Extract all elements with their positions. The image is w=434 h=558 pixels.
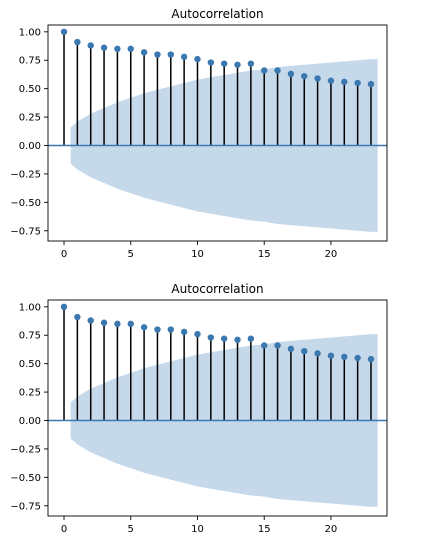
acf-point-lag-10 bbox=[194, 330, 201, 338]
acf-point-lag-8 bbox=[167, 51, 174, 58]
acf-point-lag-5 bbox=[127, 45, 134, 53]
acf-point-lag-13 bbox=[234, 336, 241, 343]
acf-point-lag-9 bbox=[180, 328, 188, 336]
acf-point-lag-11 bbox=[207, 334, 215, 341]
y-tick-label: 1.00 bbox=[19, 27, 41, 38]
acf-point-lag-14 bbox=[247, 60, 255, 67]
acf-point-lag-20 bbox=[327, 352, 335, 359]
acf-point-lag-1 bbox=[74, 38, 81, 46]
acf-point-lag-8 bbox=[167, 326, 174, 333]
y-tick-label: −0.50 bbox=[10, 473, 41, 484]
acf-point-lag-2 bbox=[87, 42, 94, 49]
acf-point-lag-4 bbox=[114, 45, 121, 53]
chart-title: Autocorrelation bbox=[171, 282, 263, 296]
x-tick-label: 20 bbox=[325, 524, 338, 535]
acf-point-lag-19 bbox=[314, 75, 321, 82]
acf-point-lag-12 bbox=[220, 60, 228, 67]
acf-point-lag-15 bbox=[261, 67, 268, 74]
y-tick-label: 0.25 bbox=[19, 113, 41, 124]
acf-point-lag-21 bbox=[341, 78, 348, 86]
acf-point-lag-13 bbox=[234, 61, 241, 68]
acf-point-lag-0 bbox=[60, 28, 68, 36]
y-tick-label: −0.25 bbox=[10, 169, 41, 180]
acf-point-lag-23 bbox=[367, 355, 375, 363]
axes-frame bbox=[47, 24, 388, 242]
acf-point-lag-4 bbox=[114, 320, 121, 328]
acf-point-lag-23 bbox=[367, 80, 375, 88]
acf-point-lag-17 bbox=[287, 70, 295, 78]
acf-point-lag-18 bbox=[301, 347, 308, 355]
acf-point-lag-17 bbox=[287, 345, 295, 353]
acf-point-lag-2 bbox=[87, 317, 94, 324]
acf-point-lag-22 bbox=[354, 354, 361, 362]
x-tick-label: 0 bbox=[61, 524, 67, 535]
y-tick-label: 0.75 bbox=[19, 56, 41, 67]
x-tick-label: 10 bbox=[191, 249, 204, 260]
acf-point-lag-9 bbox=[180, 53, 188, 61]
acf-point-lag-16 bbox=[274, 67, 281, 74]
acf-point-lag-6 bbox=[140, 324, 148, 331]
acf-point-lag-20 bbox=[327, 77, 335, 84]
acf-point-lag-5 bbox=[127, 320, 134, 328]
y-tick-label: −0.25 bbox=[10, 444, 41, 455]
acf-point-lag-14 bbox=[247, 335, 255, 342]
y-tick-label: 0.50 bbox=[19, 84, 41, 95]
y-tick-label: 1.00 bbox=[19, 302, 41, 313]
y-tick-label: 0.50 bbox=[19, 359, 41, 370]
y-tick-label: 0.25 bbox=[19, 388, 41, 399]
acf-point-lag-22 bbox=[354, 79, 361, 87]
acf-chart-1: 1.00 0.75 0.50 0.25 0.00 −0.25 −0.50 −0.75 0 5 10 1… bbox=[10, 7, 388, 260]
x-tick-label: 20 bbox=[325, 249, 338, 260]
x-tick-label: 0 bbox=[61, 249, 67, 260]
acf-point-lag-12 bbox=[220, 335, 228, 342]
axes-frame bbox=[47, 299, 388, 517]
y-tick-label: 0.00 bbox=[19, 416, 41, 427]
chart-title: Autocorrelation bbox=[171, 7, 263, 21]
acf-point-lag-21 bbox=[341, 353, 348, 361]
acf-point-lag-3 bbox=[100, 319, 108, 326]
y-tick-label: 0.00 bbox=[19, 141, 41, 152]
acf-point-lag-1 bbox=[74, 313, 81, 321]
x-tick-label: 10 bbox=[191, 524, 204, 535]
acf-point-lag-19 bbox=[314, 350, 321, 357]
x-tick-label: 15 bbox=[258, 249, 271, 260]
x-tick-label: 5 bbox=[128, 249, 134, 260]
y-tick-label: −0.75 bbox=[10, 226, 41, 237]
acf-point-lag-15 bbox=[261, 342, 268, 349]
acf-point-lag-7 bbox=[154, 51, 161, 58]
acf-point-lag-11 bbox=[207, 59, 215, 66]
y-tick-label: 0.75 bbox=[19, 331, 41, 342]
acf-point-lag-16 bbox=[274, 342, 281, 349]
acf-point-lag-18 bbox=[301, 72, 308, 80]
acf-point-lag-7 bbox=[154, 326, 161, 333]
acf-chart-2: 1.00 0.75 0.50 0.25 0.00 −0.25 −0.50 −0.75 0 5 10 1… bbox=[10, 282, 388, 535]
x-tick-label: 15 bbox=[258, 524, 271, 535]
y-tick-label: −0.75 bbox=[10, 501, 41, 512]
acf-point-lag-3 bbox=[100, 44, 108, 51]
x-tick-label: 5 bbox=[128, 524, 134, 535]
acf-point-lag-6 bbox=[140, 49, 148, 56]
acf-point-lag-0 bbox=[60, 303, 68, 311]
y-tick-label: −0.50 bbox=[10, 198, 41, 209]
acf-point-lag-10 bbox=[194, 55, 201, 63]
